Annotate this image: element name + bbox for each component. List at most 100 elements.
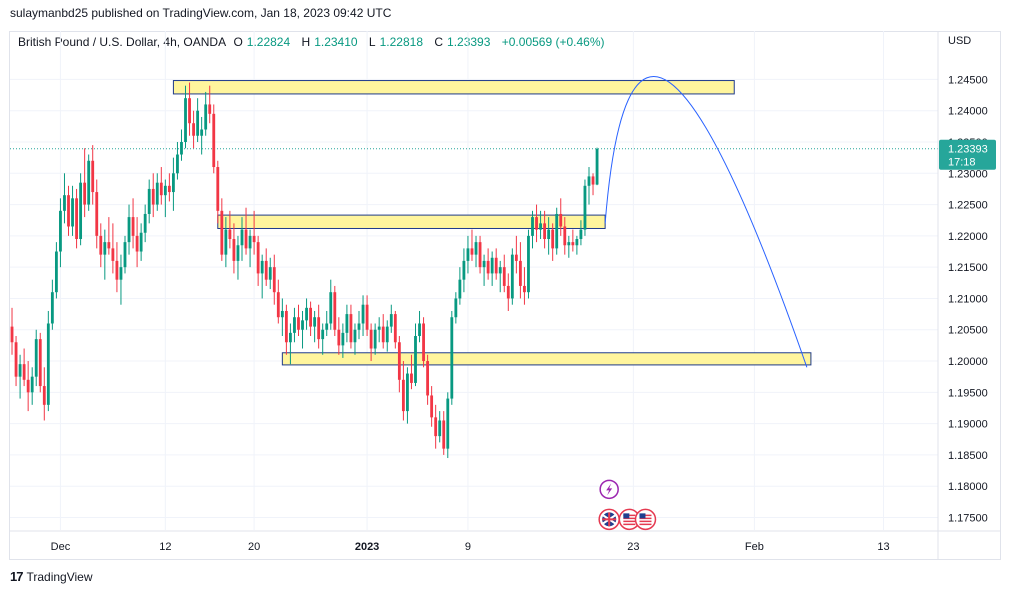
candle-body xyxy=(373,329,377,349)
candle xyxy=(498,260,502,293)
candle-body xyxy=(462,260,466,280)
candle-body xyxy=(349,314,353,343)
candle-body xyxy=(123,242,127,268)
candle-body xyxy=(248,235,252,249)
candle-body xyxy=(486,260,490,274)
candle xyxy=(333,285,337,336)
candle-body xyxy=(506,285,510,299)
candle-body xyxy=(103,242,107,255)
candle xyxy=(430,386,434,427)
symbol-description[interactable]: British Pound / U.S. Dollar, 4h, OANDA xyxy=(18,35,227,49)
candle xyxy=(123,235,127,274)
y-tick-label: 1.24500 xyxy=(948,74,988,86)
candle-body xyxy=(494,257,498,274)
candle xyxy=(301,310,304,349)
candle xyxy=(14,336,18,387)
chart-legend: British Pound / U.S. Dollar, 4h, OANDA O… xyxy=(18,35,609,49)
candle xyxy=(228,210,232,249)
candle-body xyxy=(30,376,34,393)
candle-body xyxy=(450,317,454,399)
candle xyxy=(458,267,462,305)
lightning-icon[interactable] xyxy=(599,479,619,500)
candle xyxy=(325,310,329,336)
candle-body xyxy=(587,176,591,186)
currency-label[interactable]: USD xyxy=(948,35,972,47)
x-tick-label: 20 xyxy=(248,541,260,553)
candle xyxy=(50,279,54,330)
candle xyxy=(289,323,292,365)
uk-flag-icon[interactable] xyxy=(598,508,620,531)
candle-body xyxy=(71,198,74,227)
candle xyxy=(317,304,321,349)
candle-body xyxy=(272,267,276,293)
candle xyxy=(34,329,38,387)
candle-body xyxy=(345,314,349,333)
last-price-tag: 1.23393 17:18 xyxy=(939,139,996,170)
candle-body xyxy=(252,235,256,243)
lightning-shape xyxy=(606,483,613,496)
candle xyxy=(321,323,325,355)
candle xyxy=(59,198,62,268)
candle xyxy=(71,185,74,236)
candle xyxy=(188,82,191,136)
candle xyxy=(426,354,430,405)
candle xyxy=(276,279,280,324)
candle-body xyxy=(401,379,405,412)
candle xyxy=(115,242,119,293)
candle-body xyxy=(115,260,119,280)
candle-body xyxy=(498,267,502,274)
candle xyxy=(192,110,195,149)
candle-body xyxy=(389,314,393,327)
us-flag-icon[interactable] xyxy=(634,508,657,531)
candle-body xyxy=(22,364,26,380)
candle-body xyxy=(26,379,30,393)
candle xyxy=(167,173,171,202)
candle-body xyxy=(430,395,434,418)
candle-body xyxy=(171,173,175,193)
candle-body xyxy=(204,104,208,130)
candle xyxy=(284,304,288,355)
candle xyxy=(10,307,14,355)
footer-brand[interactable]: 17 TradingView xyxy=(10,569,93,584)
candle xyxy=(248,229,252,268)
candle-body xyxy=(240,229,244,246)
candle-body xyxy=(406,373,409,412)
candle xyxy=(297,304,300,336)
candle-body xyxy=(42,386,46,405)
candle-body xyxy=(167,185,171,193)
candle xyxy=(313,310,317,343)
us-flag-icon[interactable] xyxy=(618,508,641,531)
y-tick-label: 1.17500 xyxy=(948,512,988,524)
candle xyxy=(180,129,183,161)
close-label: C xyxy=(434,35,444,49)
candle xyxy=(410,354,413,390)
candle-body xyxy=(361,304,365,324)
candle xyxy=(357,310,361,340)
candle xyxy=(349,304,353,349)
candle-body xyxy=(38,339,42,387)
candle-body xyxy=(260,260,264,274)
candle xyxy=(406,367,409,424)
candle-body xyxy=(313,317,317,327)
candle xyxy=(518,242,522,299)
candle xyxy=(256,235,260,286)
candle-body xyxy=(482,260,486,268)
x-tick-label: 13 xyxy=(877,541,889,553)
high-label: H xyxy=(301,35,311,49)
chart-frame[interactable] xyxy=(9,31,1001,560)
last-price-value: 1.23393 xyxy=(948,144,988,156)
candle-body xyxy=(91,160,95,193)
candle-body xyxy=(59,210,62,252)
change-value: +0.00569 (+0.46%) xyxy=(501,35,605,49)
candle xyxy=(184,85,187,149)
candle-body xyxy=(127,217,131,243)
candle-body xyxy=(75,198,78,239)
candle-body xyxy=(87,160,91,205)
candle xyxy=(42,367,46,421)
candle xyxy=(75,188,78,249)
candle xyxy=(91,145,95,205)
candle xyxy=(365,295,369,336)
candle xyxy=(470,229,474,261)
candle xyxy=(575,235,579,255)
